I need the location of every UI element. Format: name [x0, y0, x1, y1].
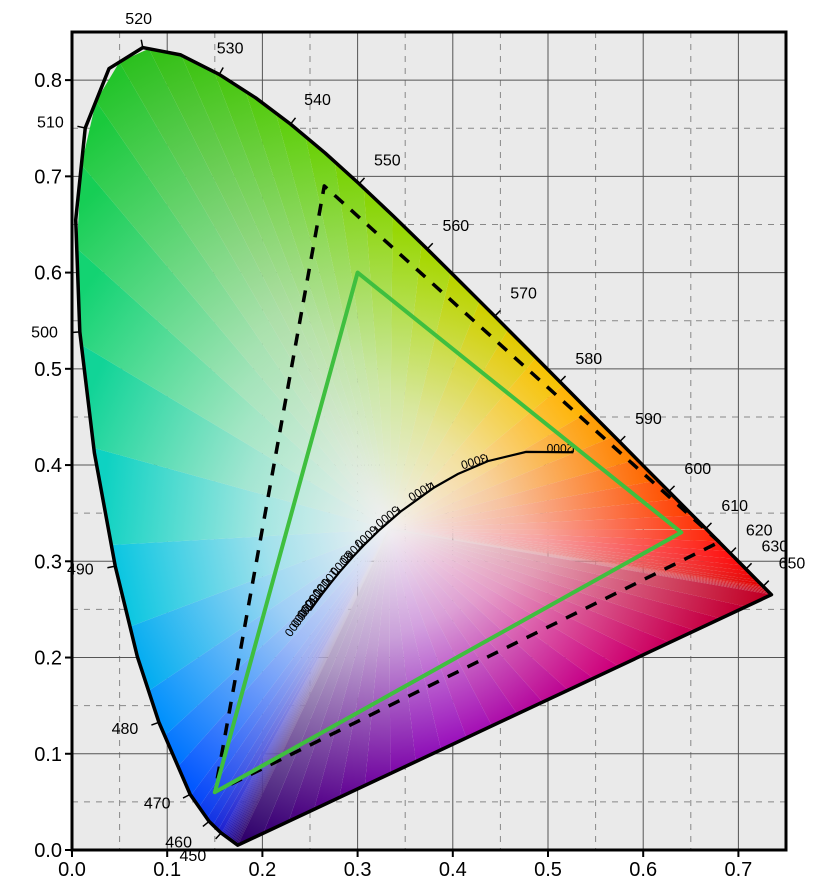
wavelength-label: 620	[746, 523, 773, 540]
wavelength-label: 590	[635, 411, 662, 428]
wavelength-label: 580	[575, 351, 602, 368]
wavelength-label: 570	[510, 286, 537, 303]
y-tick-label: 0.4	[34, 455, 62, 477]
wavelength-label: 560	[443, 218, 470, 235]
wavelength-label: 480	[112, 721, 139, 738]
x-tick-label: 0.5	[534, 859, 562, 881]
x-tick-label: 0.0	[58, 859, 86, 881]
wavelength-label: 550	[374, 153, 401, 170]
y-tick-label: 0.5	[34, 359, 62, 381]
x-tick-label: 0.4	[439, 859, 467, 881]
y-tick-label: 0.8	[34, 70, 62, 92]
y-tick-label: 0.6	[34, 263, 62, 285]
y-tick-label: 0.1	[34, 744, 62, 766]
wavelength-label: 470	[144, 795, 171, 812]
x-tick-label: 0.2	[248, 859, 276, 881]
wavelength-label: 530	[217, 40, 244, 57]
wavelength-label: 630	[761, 538, 788, 555]
x-tick-label: 0.3	[344, 859, 372, 881]
y-tick-label: 0.3	[34, 551, 62, 573]
wavelength-label: 650	[779, 556, 806, 573]
x-tick-label: 0.7	[724, 859, 752, 881]
y-tick-label: 0.7	[34, 166, 62, 188]
y-tick-label: 0.0	[34, 840, 62, 862]
wavelength-label: 540	[304, 92, 331, 109]
y-tick-label: 0.2	[34, 648, 62, 670]
wavelength-label: 610	[721, 498, 748, 515]
wavelength-label: 600	[684, 461, 711, 478]
wavelength-label: 500	[31, 325, 58, 342]
x-tick-label: 0.1	[153, 859, 181, 881]
x-tick-label: 0.6	[629, 859, 657, 881]
wavelength-label: 520	[125, 11, 152, 28]
wavelength-label: 510	[37, 114, 64, 131]
chromaticity-figure: 2000300040005000600070008000100001200015…	[0, 0, 813, 890]
